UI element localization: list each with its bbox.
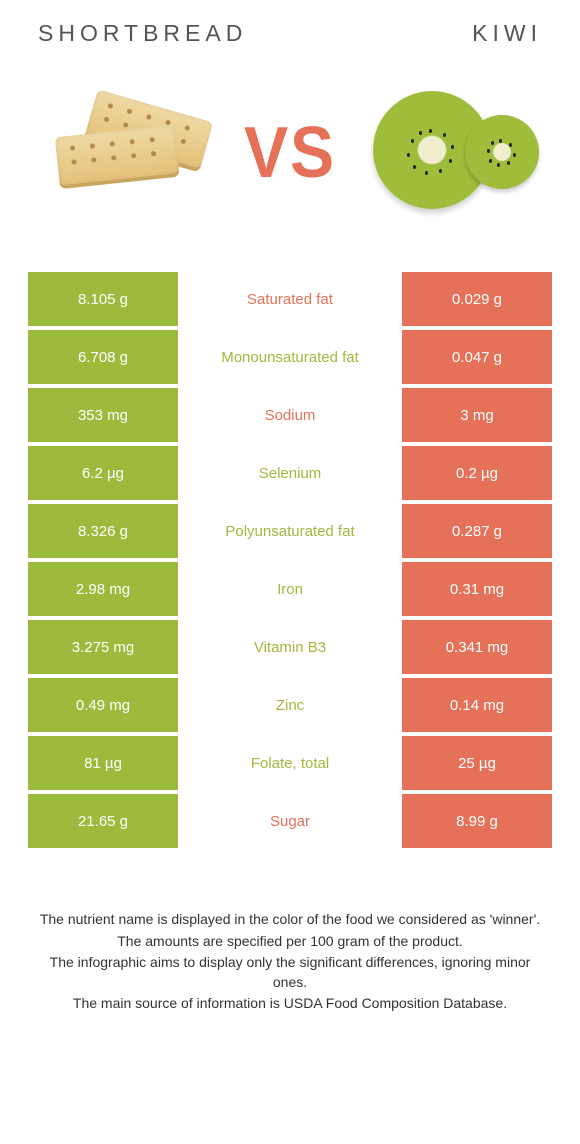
left-value: 6.708 g — [28, 330, 178, 384]
nutrient-label: Saturated fat — [178, 272, 402, 326]
left-value: 8.326 g — [28, 504, 178, 558]
nutrient-label: Sugar — [178, 794, 402, 848]
nutrient-label: Selenium — [178, 446, 402, 500]
vs-label: VS — [244, 112, 336, 194]
nutrient-label: Polyunsaturated fat — [178, 504, 402, 558]
right-value: 0.14 mg — [402, 678, 552, 732]
table-row: 0.49 mgZinc0.14 mg — [28, 678, 552, 732]
right-food-title: KIWI — [472, 20, 542, 47]
table-row: 353 mgSodium3 mg — [28, 388, 552, 442]
table-row: 6.2 µgSelenium0.2 µg — [28, 446, 552, 500]
right-value: 0.31 mg — [402, 562, 552, 616]
right-value: 0.287 g — [402, 504, 552, 558]
left-value: 8.105 g — [28, 272, 178, 326]
footnotes: The nutrient name is displayed in the co… — [28, 910, 552, 1014]
right-value: 0.2 µg — [402, 446, 552, 500]
right-value: 0.341 mg — [402, 620, 552, 674]
left-value: 353 mg — [28, 388, 178, 442]
table-row: 3.275 mgVitamin B30.341 mg — [28, 620, 552, 674]
left-value: 2.98 mg — [28, 562, 178, 616]
nutrient-label: Vitamin B3 — [178, 620, 402, 674]
table-row: 8.326 gPolyunsaturated fat0.287 g — [28, 504, 552, 558]
left-value: 21.65 g — [28, 794, 178, 848]
kiwi-image — [373, 75, 528, 230]
hero-row: VS — [28, 75, 552, 230]
footnote-line: The main source of information is USDA F… — [34, 994, 546, 1014]
table-row: 81 µgFolate, total25 µg — [28, 736, 552, 790]
right-value: 8.99 g — [402, 794, 552, 848]
right-value: 0.029 g — [402, 272, 552, 326]
right-value: 3 mg — [402, 388, 552, 442]
table-row: 21.65 gSugar8.99 g — [28, 794, 552, 848]
left-value: 81 µg — [28, 736, 178, 790]
right-value: 0.047 g — [402, 330, 552, 384]
footnote-line: The infographic aims to display only the… — [34, 953, 546, 992]
nutrient-label: Monounsaturated fat — [178, 330, 402, 384]
nutrition-table: 8.105 gSaturated fat0.029 g6.708 gMonoun… — [28, 272, 552, 848]
right-value: 25 µg — [402, 736, 552, 790]
left-value: 0.49 mg — [28, 678, 178, 732]
footnote-line: The amounts are specified per 100 gram o… — [34, 932, 546, 952]
shortbread-image — [52, 75, 207, 230]
table-row: 6.708 gMonounsaturated fat0.047 g — [28, 330, 552, 384]
table-row: 8.105 gSaturated fat0.029 g — [28, 272, 552, 326]
titles-row: SHORTBREAD KIWI — [28, 20, 552, 47]
nutrient-label: Folate, total — [178, 736, 402, 790]
footnote-line: The nutrient name is displayed in the co… — [34, 910, 546, 930]
left-value: 3.275 mg — [28, 620, 178, 674]
nutrient-label: Iron — [178, 562, 402, 616]
nutrient-label: Sodium — [178, 388, 402, 442]
nutrient-label: Zinc — [178, 678, 402, 732]
left-food-title: SHORTBREAD — [38, 20, 247, 47]
table-row: 2.98 mgIron0.31 mg — [28, 562, 552, 616]
left-value: 6.2 µg — [28, 446, 178, 500]
